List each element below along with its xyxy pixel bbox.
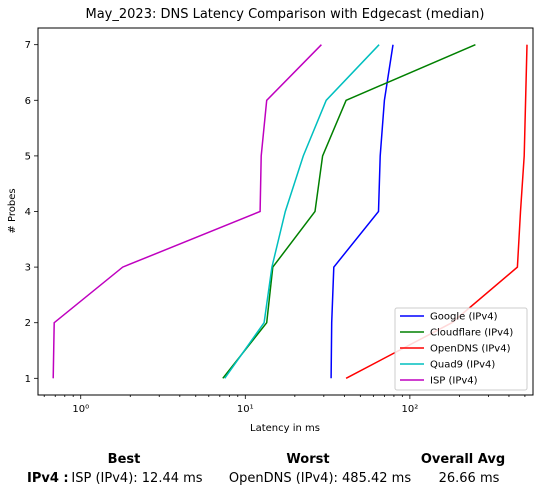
x-axis-ticks: 10⁰ 10¹ 10² [43, 395, 526, 415]
x-tick-label: 10⁰ [72, 404, 89, 415]
summary-header-best: Best [107, 452, 141, 467]
legend-box [394, 307, 528, 391]
y-tick-label: 3 [25, 263, 31, 274]
series-line-1 [222, 44, 476, 379]
legend: Google (IPv4) Cloudflare (IPv4) OpenDNS (I… [394, 307, 528, 391]
legend-label-3: Quad9 (IPv4) [430, 360, 495, 371]
y-tick-label: 4 [25, 207, 31, 218]
y-tick-label: 2 [25, 318, 31, 329]
series-line-4 [52, 44, 322, 379]
x-tick-label: 10² [402, 404, 419, 415]
summary-best-value: ISP (IPv4): 12.44 ms [71, 471, 203, 486]
series-line-0 [330, 44, 394, 379]
summary-row-label: IPv4 : [27, 471, 69, 486]
summary-overall-value: 26.66 ms [438, 471, 500, 486]
chart-title: May_2023: DNS Latency Comparison with Ed… [86, 7, 485, 22]
summary-worst-value: OpenDNS (IPv4): 485.42 ms [228, 471, 412, 486]
summary-header-worst: Worst [286, 452, 330, 467]
legend-label-1: Cloudflare (IPv4) [430, 328, 513, 339]
chart: May_2023: DNS Latency Comparison with Ed… [7, 7, 534, 434]
y-tick-label: 6 [25, 96, 31, 107]
y-tick-label: 7 [25, 40, 31, 51]
y-tick-label: 1 [25, 374, 31, 385]
summary-table: Best Worst Overall Avg IPv4 : ISP (IPv4)… [0, 448, 541, 496]
y-tick-label: 5 [25, 151, 31, 162]
y-axis-ticks: 1 2 3 4 5 6 7 [25, 40, 38, 385]
x-axis-label: Latency in ms [250, 423, 320, 434]
series-line-3 [224, 44, 380, 379]
legend-label-2: OpenDNS (IPv4) [430, 344, 511, 355]
legend-label-4: ISP (IPv4) [430, 376, 478, 387]
summary-header-overall: Overall Avg [420, 452, 506, 467]
legend-label-0: Google (IPv4) [430, 312, 498, 323]
x-tick-label: 10¹ [237, 404, 254, 415]
y-axis-label: # Probes [7, 188, 18, 233]
